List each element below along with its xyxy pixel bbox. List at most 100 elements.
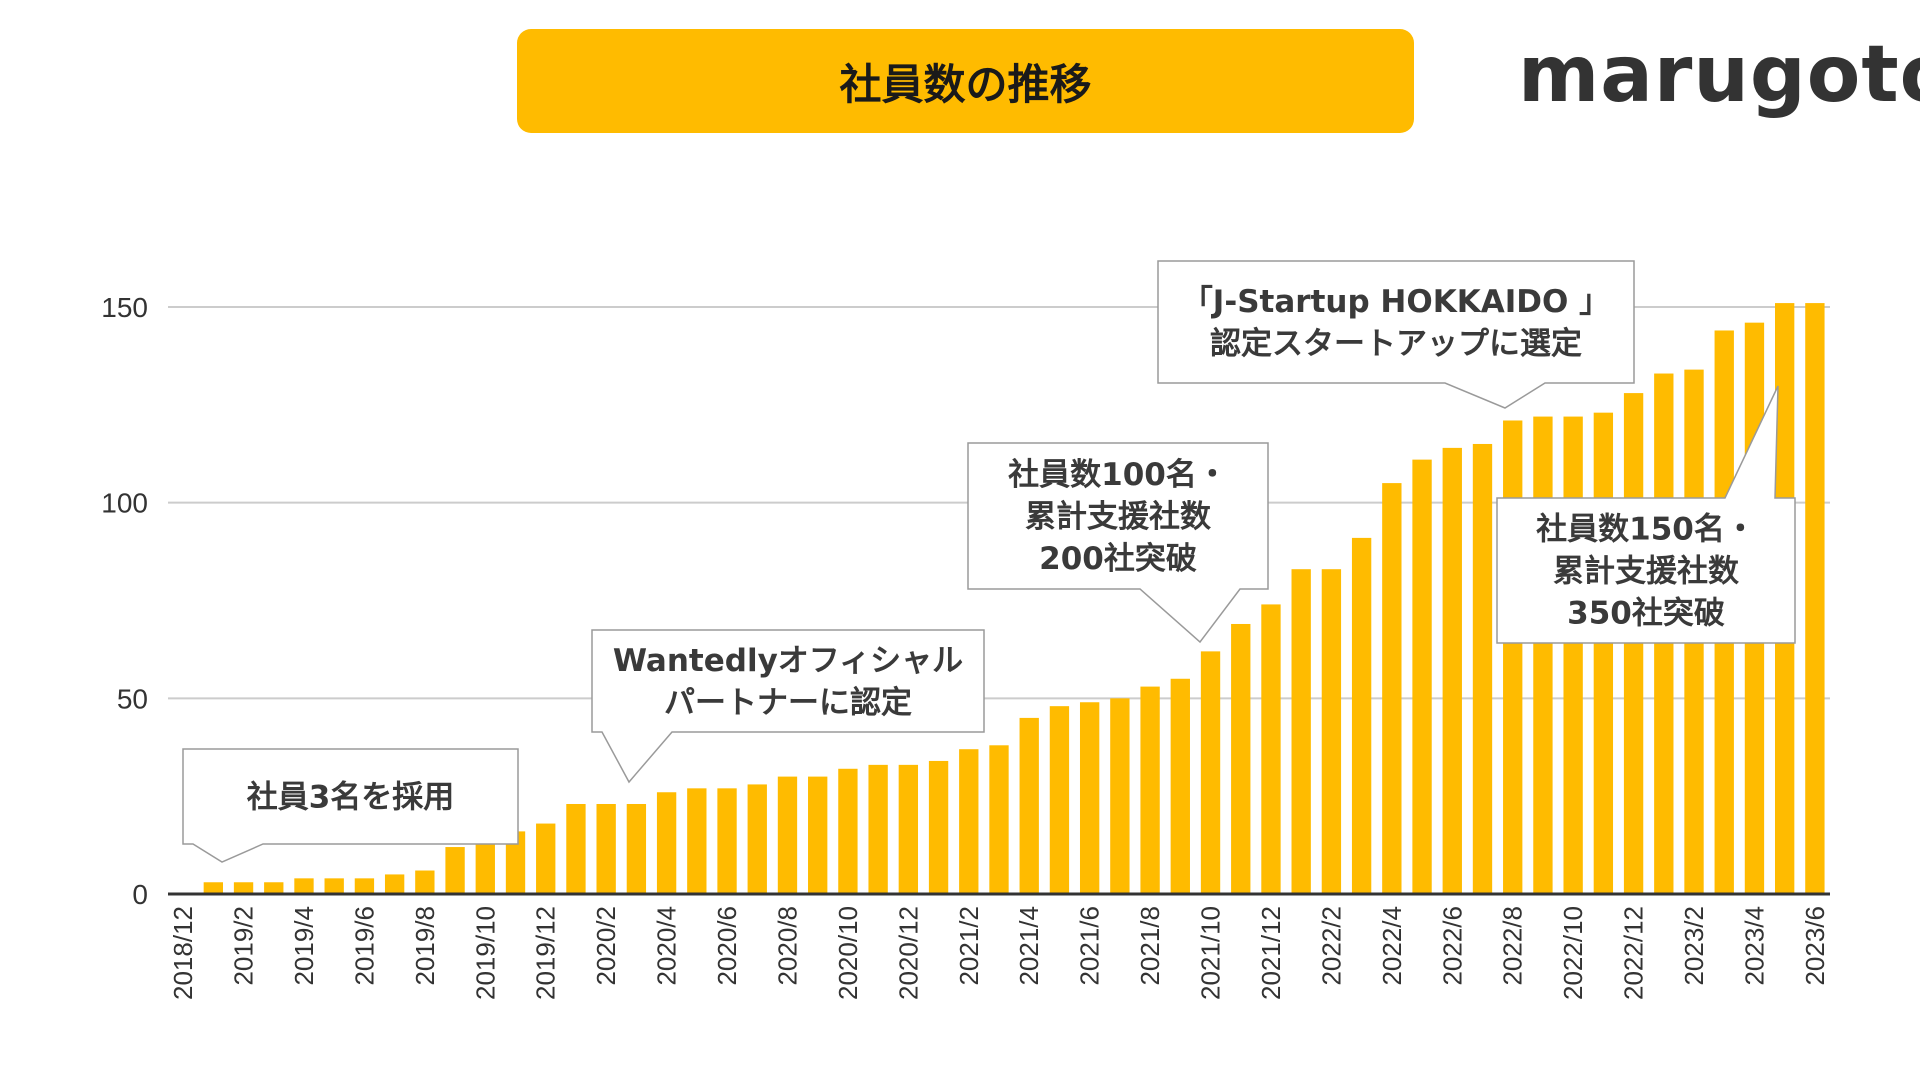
x-tick-label: 2022/8	[1498, 906, 1528, 986]
x-tick-label: 2022/6	[1437, 906, 1467, 986]
callout-text-line: 社員3名を採用	[247, 780, 455, 816]
x-tick-label: 2023/6	[1800, 906, 1830, 986]
bar	[1079, 702, 1100, 894]
callout-box	[1157, 260, 1635, 409]
x-tick-label: 2020/8	[772, 906, 802, 986]
x-tick-label: 2022/12	[1619, 906, 1649, 1000]
bar	[505, 831, 526, 894]
marugoto-logo: marugoto	[1518, 30, 1920, 120]
annotation-callout: 社員3名を採用	[182, 748, 519, 863]
x-tick-label: 2022/10	[1558, 906, 1588, 1000]
x-tick-label: 2022/4	[1377, 906, 1407, 986]
x-tick-label: 2021/8	[1135, 906, 1165, 986]
bar	[324, 878, 344, 894]
bar	[354, 878, 375, 894]
bar	[1442, 447, 1462, 894]
bar	[1110, 698, 1130, 894]
x-tick-label: 2019/2	[229, 906, 259, 986]
bar	[1200, 651, 1221, 894]
bar	[294, 878, 314, 894]
bar	[1472, 443, 1493, 894]
bar	[747, 784, 767, 894]
bar	[445, 847, 465, 894]
bar	[626, 803, 647, 894]
bar	[566, 803, 586, 894]
bar	[233, 882, 254, 894]
bar	[1291, 569, 1311, 894]
x-tick-label: 2018/12	[168, 906, 198, 1000]
bar	[868, 764, 888, 894]
bar	[838, 768, 858, 894]
x-tick-label: 2022/2	[1316, 906, 1346, 986]
callout-box	[967, 442, 1269, 644]
x-tick-label: 2021/10	[1196, 906, 1226, 1000]
bar	[384, 874, 405, 894]
callout-text-line: 社員数100名・	[1008, 457, 1228, 493]
callout-text-line: 350社突破	[1567, 596, 1725, 632]
y-tick-label: 0	[132, 879, 148, 910]
x-tick-label: 2019/8	[410, 906, 440, 986]
x-tick-label: 2020/2	[591, 906, 621, 986]
callout-text-line: 累計支援社数	[1553, 554, 1739, 590]
bar	[656, 792, 677, 894]
bar	[1170, 678, 1190, 894]
x-tick-label: 2023/4	[1739, 906, 1769, 986]
bar	[1503, 420, 1523, 894]
bar	[989, 745, 1009, 894]
x-tick-label: 2021/6	[1075, 906, 1105, 986]
bar	[596, 803, 616, 894]
callout-box	[1496, 385, 1796, 644]
x-tick-label: 2023/2	[1679, 906, 1709, 986]
bar	[1049, 706, 1070, 894]
bar	[1412, 459, 1432, 894]
bar	[264, 882, 284, 894]
x-tick-label: 2021/4	[1014, 906, 1044, 986]
bar	[1019, 717, 1039, 894]
y-tick-label: 100	[101, 488, 148, 519]
callout-box	[182, 748, 519, 863]
bar	[928, 760, 949, 894]
callout-text-line: Wantedlyオフィシャル	[613, 643, 963, 679]
bar	[536, 823, 556, 894]
callout-text-line: 200社突破	[1039, 541, 1197, 577]
x-tick-label: 2020/10	[833, 906, 863, 1000]
x-tick-label: 2021/12	[1256, 906, 1286, 1000]
callout-text-line: 社員数150名・	[1536, 512, 1756, 548]
bar	[475, 843, 495, 894]
bar	[717, 788, 737, 894]
x-tick-label: 2019/4	[289, 906, 319, 986]
annotation-callout: 「J-Startup HOKKAIDO 」認定スタートアップに選定	[1157, 260, 1635, 409]
x-tick-label: 2021/2	[954, 906, 984, 986]
x-tick-label: 2020/4	[652, 906, 682, 986]
bar	[1593, 412, 1614, 894]
bar	[1805, 303, 1825, 894]
callout-text-line: 「J-Startup HOKKAIDO 」	[1182, 284, 1610, 320]
callout-text-line: 累計支援社数	[1025, 499, 1211, 535]
bar	[1261, 604, 1281, 894]
callout-box	[591, 629, 985, 784]
callout-text-line: パートナーに認定	[664, 685, 912, 721]
x-tick-label: 2020/6	[712, 906, 742, 986]
annotation-callout: 社員数150名・累計支援社数 350社突破	[1496, 385, 1796, 644]
bar	[959, 749, 979, 894]
callout-text-line: 認定スタートアップに選定	[1210, 326, 1582, 362]
bar	[1231, 623, 1251, 894]
bar	[1563, 416, 1583, 894]
bar	[1321, 569, 1342, 894]
y-tick-label: 50	[117, 683, 148, 714]
x-tick-label: 2019/6	[349, 906, 379, 986]
chart-title-banner: 社員数の推移	[517, 29, 1414, 133]
x-tick-label: 2020/12	[893, 906, 923, 1000]
bar	[203, 882, 223, 894]
bar	[898, 764, 919, 894]
bar	[1382, 483, 1402, 894]
bar	[1351, 537, 1372, 894]
annotation-callout: 社員数100名・累計支援社数 200社突破	[967, 442, 1269, 644]
chart-title: 社員数の推移	[839, 59, 1092, 109]
bar	[415, 870, 435, 894]
bar	[777, 776, 798, 894]
bar	[1140, 686, 1160, 894]
x-tick-label: 2019/10	[470, 906, 500, 1000]
